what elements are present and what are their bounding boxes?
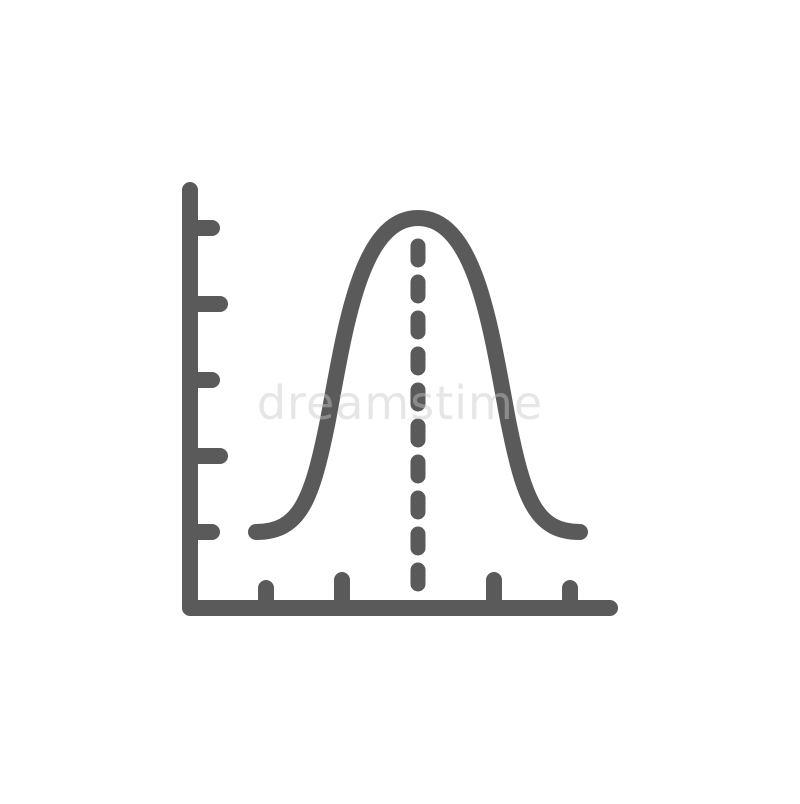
axes-icon — [182, 182, 618, 616]
bell-curve — [248, 210, 588, 540]
